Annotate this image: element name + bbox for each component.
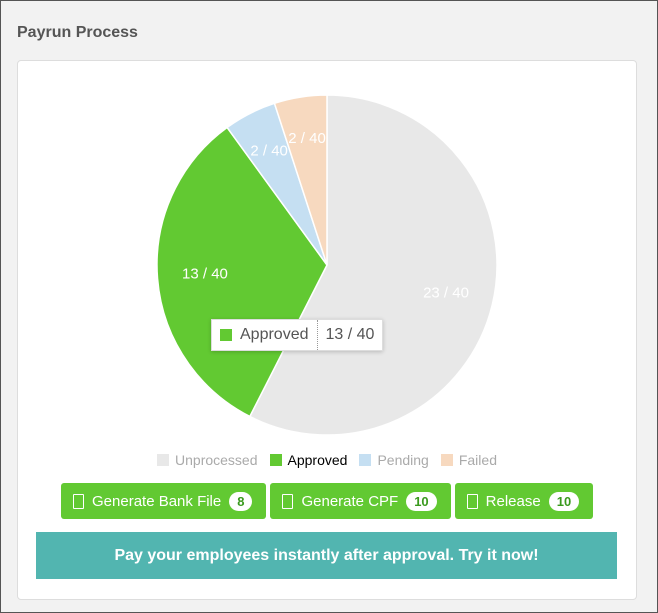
action-button[interactable]: Generate CPF 10 (270, 483, 451, 519)
legend-swatch (440, 454, 453, 466)
count-badge: 10 (548, 491, 580, 511)
legend-label: Unprocessed (175, 452, 258, 468)
tooltip: Approved 13 / 40 (211, 319, 384, 351)
promo-banner[interactable]: Pay your employees instantly after appro… (36, 532, 617, 579)
count-badge: 10 (406, 491, 437, 511)
slice-label: 23 / 40 (423, 285, 469, 302)
button-icon (282, 493, 294, 509)
pie-slice (273, 94, 328, 266)
legend-label: Failed (458, 452, 497, 468)
legend-item: Approved (269, 452, 348, 468)
legend-item: Unprocessed (157, 452, 258, 468)
legend-item: Failed (440, 452, 497, 468)
action-button[interactable]: Generate Bank File 8 (61, 483, 267, 519)
tooltip-label: Approved (240, 326, 309, 343)
slice-label: 2 / 40 (250, 142, 288, 159)
legend-item: Pending (359, 452, 429, 468)
action-button[interactable]: Release 10 (454, 483, 594, 519)
count-badge: 8 (229, 491, 253, 511)
button-label: Generate CPF (301, 492, 399, 510)
button-label: Generate Bank File (92, 492, 222, 510)
button-row: Generate Bank File 8 Generate CPF 10 Release… (61, 483, 594, 519)
tooltip-swatch (220, 329, 232, 341)
card: 23 / 40 13 / 40 2 / 40 2 / 40 Unprocessed Ap… (17, 60, 637, 600)
legend-label: Pending (377, 452, 429, 468)
button-icon (73, 493, 84, 509)
panel-title: Payrun Process (17, 24, 138, 41)
legend: Unprocessed Approved Pending Failed (18, 452, 636, 468)
legend-swatch (359, 454, 372, 466)
slice-label: 2 / 40 (288, 130, 326, 147)
tooltip-value: 13 / 40 (325, 326, 375, 343)
button-label: Release (485, 492, 541, 510)
legend-swatch (269, 454, 282, 466)
slice-label: 13 / 40 (182, 266, 228, 283)
legend-swatch (157, 454, 170, 466)
button-icon (466, 493, 478, 509)
legend-label: Approved (287, 452, 348, 468)
chart: 23 / 40 13 / 40 2 / 402 / 40 (156, 94, 498, 436)
